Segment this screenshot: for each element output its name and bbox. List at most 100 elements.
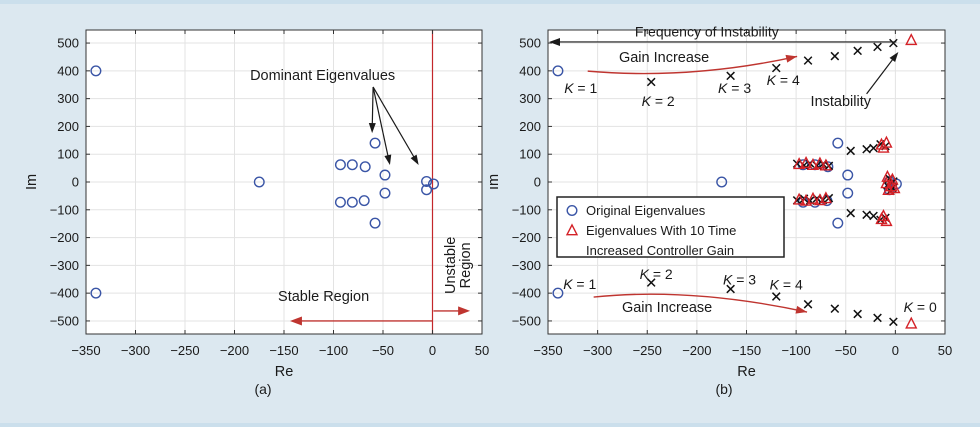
marker-x (771, 63, 781, 73)
svg-text:300: 300 (57, 91, 79, 106)
marker-circle (358, 195, 370, 207)
series-triangle (792, 33, 918, 329)
unstable-region-label: UnstableRegion (443, 237, 474, 294)
svg-text:400: 400 (57, 63, 79, 78)
legend-label: Original Eigenvalues (586, 203, 706, 218)
annotation-text: Instability (811, 94, 872, 110)
svg-text:−500: −500 (512, 313, 541, 328)
marker-x (889, 317, 898, 327)
caption-a: (a) (254, 381, 272, 397)
marker-circle (346, 196, 358, 208)
svg-text:−400: −400 (50, 286, 79, 301)
top-strip (0, 0, 980, 4)
marker-circle (90, 65, 102, 77)
axis-box (85, 29, 483, 335)
svg-text:−150: −150 (732, 343, 761, 358)
annotation-text: Dominant Eigenvalues (250, 68, 395, 84)
marker-triangle (813, 156, 827, 169)
svg-text:−300: −300 (512, 258, 541, 273)
k-label: K = 0 (904, 299, 937, 315)
k-label: K = 1 (564, 80, 597, 96)
marker-triangle (806, 191, 820, 204)
k-label: K = 2 (642, 93, 675, 109)
marker-x (846, 208, 856, 218)
marker-triangle (819, 158, 833, 171)
marker-triangle (792, 157, 806, 170)
y-axis-label: Im (490, 174, 502, 190)
annotations: Frequency of Instability Gain Increase K =… (548, 23, 937, 316)
tick-labels: −350 −300 −250 −200 −150 −100 −50 0 50−500−400−3… (50, 36, 490, 358)
marker-x (873, 42, 882, 52)
k-label: K = 4 (770, 277, 803, 293)
plot-a: −350 −300 −250 −200 −150 −100 −50 0 50−500−400−3… (24, 29, 490, 380)
svg-text:−250: −250 (170, 343, 199, 358)
caption-b: (b) (715, 381, 733, 397)
marker-x (726, 284, 735, 294)
marker-triangle (888, 181, 901, 194)
svg-text:−200: −200 (50, 230, 79, 245)
marker-x (771, 292, 781, 301)
svg-text:−100: −100 (50, 202, 79, 217)
svg-text:−100: −100 (512, 202, 541, 217)
marker-triangle (799, 193, 813, 206)
svg-text:400: 400 (519, 63, 541, 78)
marker-circle (421, 184, 433, 196)
marker-circle (566, 204, 578, 216)
annotation-text: Stable Region (278, 289, 369, 305)
svg-text:0: 0 (534, 175, 541, 190)
marker-x (862, 144, 871, 154)
marker-circle (842, 187, 854, 199)
svg-text:0: 0 (72, 175, 79, 190)
svg-text:−300: −300 (121, 343, 150, 358)
bottom-strip (0, 423, 980, 427)
marker-circle (359, 161, 371, 173)
marker-circle (253, 176, 265, 188)
svg-text:100: 100 (57, 147, 79, 162)
k-label: K = 4 (767, 72, 800, 88)
annotation-text: Gain Increase (619, 50, 709, 66)
marker-circle (369, 217, 381, 229)
svg-text:−400: −400 (512, 286, 541, 301)
svg-text:500: 500 (57, 36, 79, 51)
marker-triangle (877, 140, 890, 153)
svg-text:−100: −100 (319, 343, 348, 358)
x-axis-label: Re (737, 364, 756, 380)
marker-x (853, 309, 862, 319)
svg-text:−50: −50 (835, 343, 857, 358)
marker-circle (421, 175, 433, 187)
marker-x (846, 146, 856, 156)
svg-text:−300: −300 (50, 258, 79, 273)
marker-circle (427, 178, 439, 190)
svg-text:300: 300 (519, 91, 541, 106)
marker-circle (90, 287, 102, 299)
svg-text:−200: −200 (512, 230, 541, 245)
annotation-text: Frequency of Instability (635, 23, 779, 39)
legend-label: Eigenvalues With 10 Time (586, 223, 736, 238)
marker-circle (716, 176, 728, 188)
svg-text:500: 500 (519, 36, 541, 51)
legend-box (556, 196, 785, 258)
marker-triangle (565, 223, 579, 236)
marker-x (803, 56, 813, 65)
marker-circle (379, 187, 391, 199)
marker-x (830, 304, 840, 314)
svg-text:0: 0 (892, 343, 899, 358)
tick-labels: −350 −300 −250 −200 −150 −100 −50 0 50−500−400−3… (512, 36, 953, 358)
marker-triangle (819, 191, 833, 204)
marker-x (830, 51, 840, 61)
marker-circle (346, 159, 358, 171)
marker-circle (842, 169, 854, 181)
axis-box (547, 29, 946, 335)
y-axis-label: Im (24, 174, 40, 190)
svg-text:−200: −200 (682, 343, 711, 358)
svg-text:50: 50 (938, 343, 952, 358)
marker-x (646, 77, 656, 87)
svg-text:0: 0 (429, 343, 436, 358)
svg-text:−350: −350 (71, 343, 100, 358)
marker-triangle (799, 155, 813, 169)
marker-x (803, 299, 813, 309)
series-circle (90, 65, 439, 299)
marker-x (726, 71, 735, 81)
svg-text:200: 200 (519, 119, 541, 134)
